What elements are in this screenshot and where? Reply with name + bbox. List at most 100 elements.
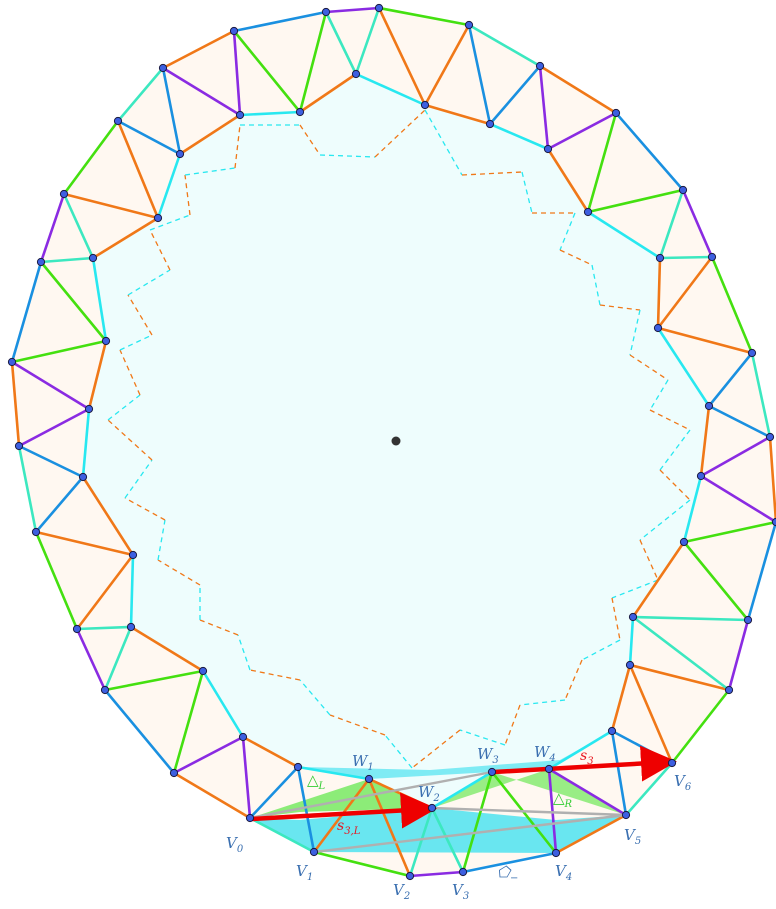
vertex-dot	[679, 537, 689, 547]
label-v4: V4	[555, 862, 572, 883]
outer-edge	[103, 688, 176, 775]
outer-edge	[10, 360, 21, 448]
spoke-edge	[161, 66, 242, 117]
middle-edge	[298, 72, 358, 114]
dashed-edge	[411, 729, 461, 769]
vertex-dot	[31, 527, 41, 537]
spoke-edge	[34, 475, 85, 534]
dashed-edge	[107, 394, 141, 421]
dashed-edge	[329, 714, 386, 736]
label-w3: W3	[477, 745, 499, 766]
strip-fill	[300, 731, 612, 779]
dashed-edge	[519, 699, 566, 706]
spoke-edge	[488, 64, 542, 126]
outer-edge	[161, 29, 236, 70]
pentagon-minus-fill	[250, 808, 626, 853]
label-v1: V1	[296, 862, 313, 883]
spoke-edge	[75, 553, 135, 631]
dashed-edge	[107, 419, 153, 461]
spoke-edge	[547, 767, 628, 817]
spoke-edge	[610, 729, 628, 817]
vertex-dot	[655, 253, 665, 263]
dashed-edge	[319, 154, 376, 158]
spoke-edge	[682, 520, 776, 544]
vertex-dot	[7, 357, 17, 367]
dashed-edge	[119, 334, 153, 351]
label-delta-r: △R	[553, 789, 573, 810]
spoke-edge	[423, 23, 471, 107]
vertex-dot	[625, 660, 635, 670]
middle-edge	[656, 326, 711, 408]
spoke-edge	[354, 6, 381, 76]
spoke-edge	[241, 735, 252, 820]
vertex-dot	[158, 63, 168, 73]
dashed-edge	[581, 639, 621, 661]
tiling-edges	[10, 6, 776, 878]
dashed-edge	[374, 109, 426, 158]
middle-edge	[238, 110, 302, 117]
spoke-edge	[586, 111, 618, 214]
middle-edge	[354, 72, 427, 107]
outer-edge	[34, 530, 79, 631]
dashed-edge	[659, 469, 691, 501]
vertex-dot	[607, 726, 617, 736]
dashed-edge	[124, 459, 153, 499]
middle-edge	[631, 540, 686, 619]
label-v5: V5	[624, 826, 641, 847]
outer-edge	[116, 66, 165, 123]
middle-edge	[241, 735, 300, 769]
vertex-dot	[621, 810, 631, 820]
dashed-edge	[124, 497, 166, 521]
label-v2: V2	[393, 881, 410, 902]
outer-edge	[312, 850, 412, 878]
spoke-edge	[116, 119, 160, 220]
dashed-edge	[599, 304, 641, 311]
middle-edge	[586, 210, 662, 260]
center-point	[391, 436, 401, 446]
vertex-dot	[100, 685, 110, 695]
spoke-edge	[707, 351, 754, 408]
spoke-edge	[161, 66, 182, 156]
middle-edge	[656, 256, 662, 330]
spoke-edge	[656, 326, 754, 355]
outer-edge	[461, 851, 558, 874]
dashed-edge	[459, 729, 506, 746]
vertex-dot	[747, 348, 757, 358]
dashed-edge	[649, 379, 669, 411]
dashed-edge	[564, 659, 583, 701]
spoke-edge	[467, 23, 492, 126]
construction-line	[313, 813, 627, 854]
vertex-points	[7, 3, 776, 881]
spoke-edge	[699, 474, 776, 524]
spoke-edge	[658, 255, 714, 260]
vertex-dot	[245, 813, 255, 823]
spoke-edge	[232, 29, 242, 117]
outer-edge	[62, 119, 120, 196]
outer-edge	[248, 816, 316, 854]
dashed-edge	[299, 124, 321, 156]
outer-edge	[746, 520, 776, 622]
spoke-edge	[461, 770, 494, 874]
label-w1: W1	[352, 752, 374, 773]
dashed-edge	[559, 212, 576, 251]
spoke-edge	[707, 404, 772, 439]
outer-edge	[768, 435, 776, 524]
dashed-edge	[629, 309, 641, 356]
spoke-edge	[628, 663, 731, 692]
label-pentagon-minus: ⬠−	[497, 863, 518, 884]
vertex-dot	[235, 110, 245, 120]
vertex-dot	[59, 189, 69, 199]
spoke-edge	[10, 339, 108, 364]
spoke-edge	[547, 767, 558, 855]
outer-edge	[750, 351, 772, 439]
middle-edge	[546, 147, 590, 214]
dashed-edge	[461, 171, 523, 176]
dashed-edge	[504, 704, 521, 746]
middle-edge	[178, 113, 242, 156]
vertex-dot	[551, 848, 561, 858]
vertex-dot	[583, 207, 593, 217]
vertex-dot	[535, 61, 545, 71]
vertex-dot	[351, 69, 361, 79]
dashed-edge	[157, 559, 201, 586]
spoke-edge	[17, 407, 91, 448]
